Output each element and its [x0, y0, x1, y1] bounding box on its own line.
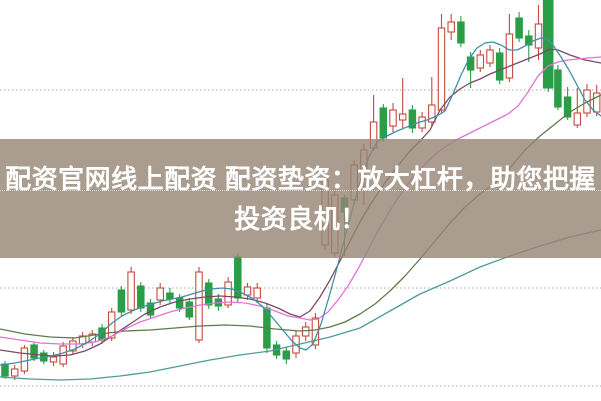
candle-up — [20, 345, 29, 374]
ma-slow-teal — [0, 229, 601, 381]
gridline-over-band — [0, 190, 601, 191]
candle-up — [253, 283, 261, 303]
candle-down — [146, 299, 155, 318]
candle-down — [525, 30, 533, 62]
candle-up — [534, 5, 543, 60]
candle-up — [437, 14, 446, 113]
candle-up — [59, 342, 67, 367]
candle-down — [185, 298, 194, 320]
candle-up — [301, 322, 310, 341]
candle-up — [243, 283, 252, 300]
candle-down — [457, 16, 465, 47]
ma-pink — [0, 56, 601, 345]
candle-up — [476, 50, 485, 72]
ma-teal-fast — [0, 37, 601, 366]
candle-down — [234, 253, 242, 302]
candle-down — [554, 65, 562, 110]
candle-down — [30, 342, 38, 361]
candle-down — [408, 105, 417, 133]
candle-down — [515, 12, 523, 42]
candle-up — [49, 352, 58, 366]
headline-line1: 配资官网线上配资 配资垫资：放大杠杆，助您把握 — [5, 163, 596, 194]
candle-down — [542, 0, 554, 92]
candle-up — [389, 103, 397, 132]
headline-line2: 投资良机！ — [234, 203, 367, 234]
candle-down — [495, 48, 504, 84]
candle-down — [282, 347, 291, 364]
headline-overlay: 配资官网线上配资 配资垫资：放大杠杆，助您把握 投资良机！ — [0, 139, 601, 258]
candle-down — [166, 288, 174, 304]
candle-up — [127, 267, 135, 314]
candle-up — [398, 78, 407, 128]
candle-up — [224, 277, 232, 308]
candle-up — [486, 45, 494, 67]
candle-up — [69, 337, 77, 355]
candle-up — [505, 14, 514, 82]
candle-down — [117, 286, 126, 316]
candle-up — [447, 14, 455, 40]
